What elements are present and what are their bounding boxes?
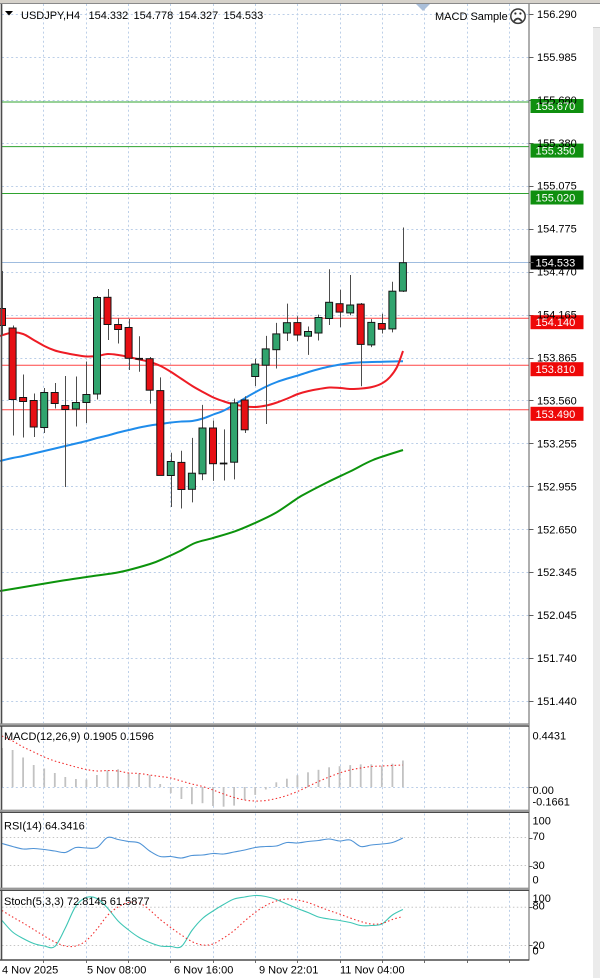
svg-text:153.255: 153.255 <box>537 438 577 450</box>
svg-text:154.165: 154.165 <box>537 310 577 322</box>
svg-text:Stoch(5,3,3) 72.8145 61.5877: Stoch(5,3,3) 72.8145 61.5877 <box>4 896 150 908</box>
svg-text:154.470: 154.470 <box>537 267 577 279</box>
svg-text:154.533: 154.533 <box>224 10 264 22</box>
svg-text:153.490: 153.490 <box>536 409 576 421</box>
svg-text:11 Nov 04:00: 11 Nov 04:00 <box>340 965 405 977</box>
svg-text:154.533: 154.533 <box>536 258 576 270</box>
svg-text:0.4431: 0.4431 <box>533 731 567 743</box>
svg-text:100: 100 <box>533 893 551 905</box>
svg-text:0.00: 0.00 <box>533 785 554 797</box>
svg-text:152.955: 152.955 <box>537 481 577 493</box>
svg-text:4 Nov 2025: 4 Nov 2025 <box>2 965 58 977</box>
svg-text:154.775: 154.775 <box>537 224 577 236</box>
svg-text:152.045: 152.045 <box>537 610 577 622</box>
svg-text:155.670: 155.670 <box>536 101 576 113</box>
svg-text:0: 0 <box>533 946 539 958</box>
svg-text:155.680: 155.680 <box>537 95 577 107</box>
svg-text:100: 100 <box>533 816 551 828</box>
svg-text:70: 70 <box>533 831 545 843</box>
svg-text:MACD Sample: MACD Sample <box>435 11 508 23</box>
svg-text:5 Nov 08:00: 5 Nov 08:00 <box>87 965 146 977</box>
svg-text:153.810: 153.810 <box>536 364 576 376</box>
svg-text:154.327: 154.327 <box>179 10 219 22</box>
svg-text:6 Nov 16:00: 6 Nov 16:00 <box>174 965 233 977</box>
svg-text:USDJPY,H4: USDJPY,H4 <box>21 10 80 22</box>
svg-text:30: 30 <box>533 860 545 872</box>
svg-text:155.985: 155.985 <box>537 52 577 64</box>
svg-text:151.440: 151.440 <box>537 696 577 708</box>
svg-text:154.778: 154.778 <box>134 10 174 22</box>
svg-text:155.350: 155.350 <box>536 146 576 158</box>
svg-text:153.865: 153.865 <box>537 353 577 365</box>
svg-text:155.075: 155.075 <box>537 181 577 193</box>
svg-text:RSI(14) 64.3416: RSI(14) 64.3416 <box>4 821 85 833</box>
svg-text:151.740: 151.740 <box>537 653 577 665</box>
svg-text:153.560: 153.560 <box>537 395 577 407</box>
svg-text:-0.1661: -0.1661 <box>533 796 570 808</box>
svg-text:0: 0 <box>533 875 539 887</box>
svg-text:154.140: 154.140 <box>536 317 576 329</box>
svg-text:155.380: 155.380 <box>537 138 577 150</box>
svg-text:156.290: 156.290 <box>537 9 577 21</box>
svg-text:80: 80 <box>533 901 545 913</box>
svg-text:MACD(12,26,9) 0.1905 0.1596: MACD(12,26,9) 0.1905 0.1596 <box>4 731 154 743</box>
svg-text:155.020: 155.020 <box>536 193 576 205</box>
svg-text:9 Nov 22:01: 9 Nov 22:01 <box>259 965 318 977</box>
svg-text:154.332: 154.332 <box>89 10 129 22</box>
svg-text:152.650: 152.650 <box>537 524 577 536</box>
svg-text:20: 20 <box>533 940 545 952</box>
svg-text:152.345: 152.345 <box>537 567 577 579</box>
